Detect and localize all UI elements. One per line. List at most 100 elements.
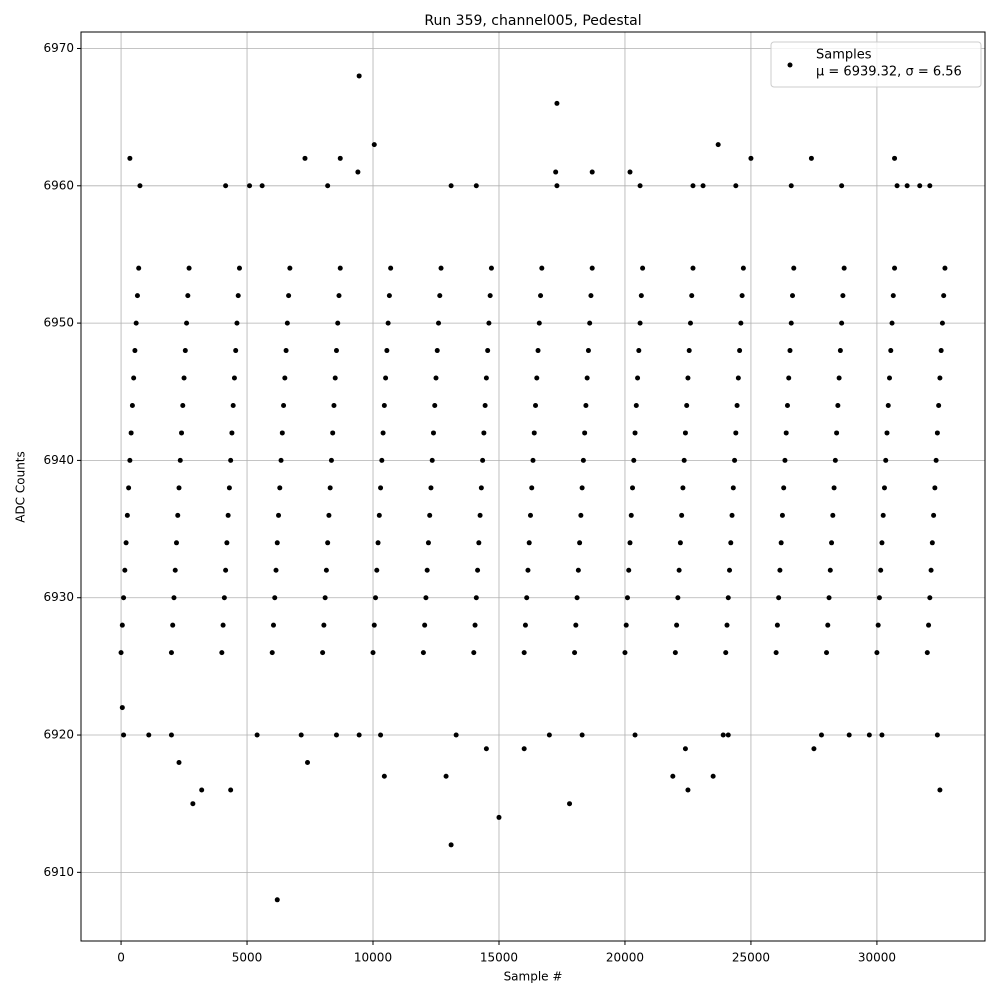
data-point: [681, 457, 687, 463]
data-point: [927, 183, 933, 189]
data-point: [305, 759, 311, 765]
data-point: [425, 540, 431, 546]
y-tick-label: 6960: [43, 178, 74, 192]
data-point: [740, 265, 746, 271]
data-point: [185, 293, 191, 299]
data-point: [735, 375, 741, 381]
data-point: [182, 348, 188, 354]
data-point: [783, 430, 789, 436]
data-point: [378, 732, 384, 738]
data-point: [885, 402, 891, 408]
data-point: [126, 485, 132, 491]
data-point: [580, 457, 586, 463]
data-point: [924, 650, 930, 656]
data-point: [727, 567, 733, 573]
data-point: [589, 169, 595, 175]
data-point: [529, 485, 535, 491]
data-point: [835, 402, 841, 408]
data-point: [384, 348, 390, 354]
data-point: [554, 183, 560, 189]
data-point: [321, 622, 327, 628]
data-point: [223, 183, 229, 189]
data-point: [129, 402, 135, 408]
data-point: [521, 650, 527, 656]
data-point: [276, 512, 282, 518]
data-point: [890, 293, 896, 299]
data-point: [632, 732, 638, 738]
data-point: [827, 567, 833, 573]
data-point: [728, 540, 734, 546]
data-point: [279, 430, 285, 436]
data-point: [231, 375, 237, 381]
data-point: [478, 485, 484, 491]
data-point: [122, 567, 128, 573]
data-point: [424, 567, 430, 573]
data-point: [892, 155, 898, 161]
data-point: [788, 183, 794, 189]
data-point: [536, 320, 542, 326]
data-point: [830, 512, 836, 518]
data-point: [774, 622, 780, 628]
data-point: [273, 567, 279, 573]
data-point: [531, 430, 537, 436]
data-point: [380, 430, 386, 436]
data-point: [336, 293, 342, 299]
data-point: [776, 595, 782, 601]
data-point: [388, 265, 394, 271]
data-point: [247, 183, 253, 189]
data-point: [579, 732, 585, 738]
data-point: [184, 320, 190, 326]
data-point: [784, 402, 790, 408]
data-point: [356, 73, 362, 79]
data-point: [286, 293, 292, 299]
data-point: [172, 567, 178, 573]
data-point: [635, 375, 641, 381]
data-point: [323, 567, 329, 573]
data-point: [131, 375, 137, 381]
data-point: [637, 320, 643, 326]
data-point: [121, 732, 127, 738]
data-point: [302, 155, 308, 161]
data-point: [710, 773, 716, 779]
data-point: [259, 183, 265, 189]
data-point: [535, 348, 541, 354]
data-point: [282, 375, 288, 381]
data-point: [674, 622, 680, 628]
data-point: [627, 169, 633, 175]
data-point: [685, 787, 691, 793]
data-point: [278, 457, 284, 463]
data-point: [530, 457, 536, 463]
data-point: [938, 348, 944, 354]
data-point: [874, 650, 880, 656]
data-point: [631, 457, 637, 463]
y-tick-label: 6940: [43, 453, 74, 467]
data-point: [881, 485, 887, 491]
data-point: [927, 595, 933, 601]
data-point: [786, 375, 792, 381]
data-point: [482, 402, 488, 408]
data-point: [123, 540, 129, 546]
data-point: [453, 732, 459, 738]
data-point: [274, 897, 280, 903]
data-point: [672, 650, 678, 656]
data-point: [119, 622, 125, 628]
data-point: [370, 650, 376, 656]
data-point: [281, 402, 287, 408]
points: [118, 73, 948, 903]
data-point: [832, 457, 838, 463]
data-point: [381, 773, 387, 779]
data-point: [330, 430, 336, 436]
data-point: [834, 430, 840, 436]
data-point: [235, 293, 241, 299]
data-point: [840, 293, 846, 299]
data-point: [733, 183, 739, 189]
x-tick-label: 15000: [480, 951, 518, 965]
data-point: [929, 540, 935, 546]
data-point: [720, 732, 726, 738]
data-point: [427, 512, 433, 518]
data-point: [337, 155, 343, 161]
legend-box: [770, 41, 982, 88]
data-point: [730, 485, 736, 491]
data-point: [773, 650, 779, 656]
